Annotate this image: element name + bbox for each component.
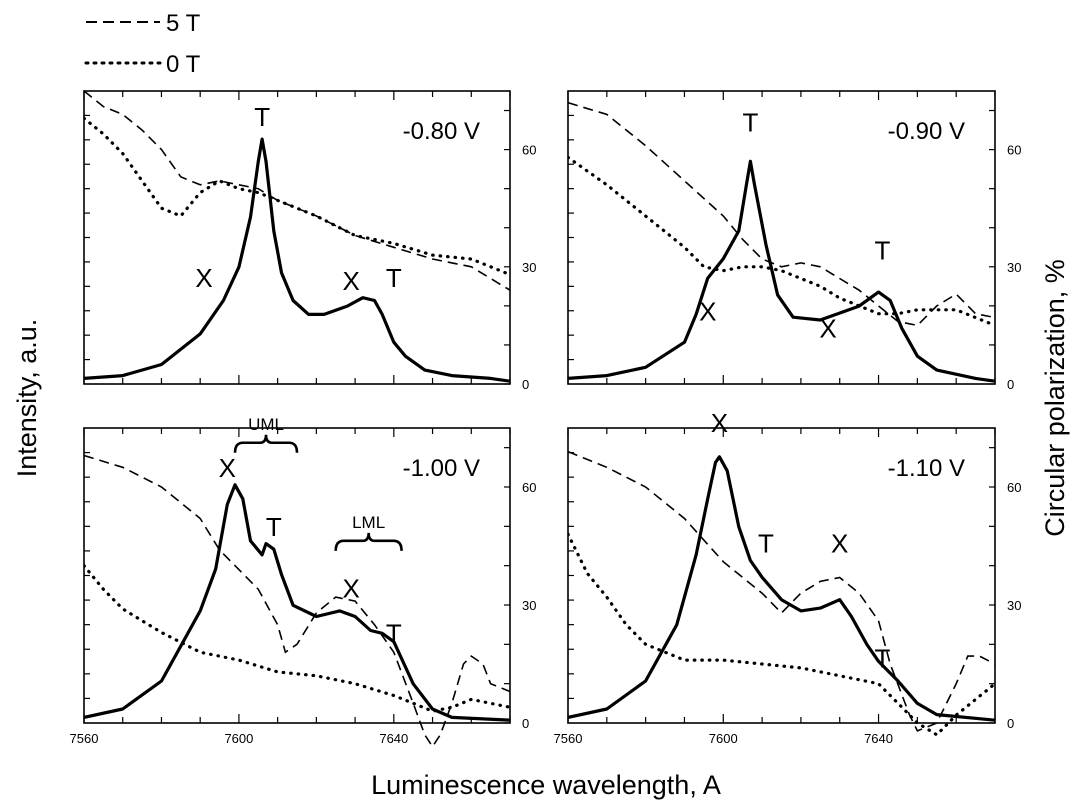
x-axis-title: Luminescence wavelength, A xyxy=(371,770,721,800)
peak-label: T xyxy=(758,529,774,559)
panel-title: -0.90 V xyxy=(888,118,965,145)
panel-title: -1.00 V xyxy=(403,455,480,482)
peak-label: X xyxy=(219,453,236,483)
series-intensity xyxy=(568,159,995,383)
legend-label-0t: 0 T xyxy=(166,51,201,78)
panel-title: -0.80 V xyxy=(403,118,480,145)
right-tick-label: 30 xyxy=(1007,260,1021,275)
bracket-label: LML xyxy=(352,513,385,532)
right-tick-label: 60 xyxy=(522,143,536,158)
peak-label: X xyxy=(343,266,360,296)
series-5t xyxy=(84,90,510,291)
panel-2: 0 30 60 -0.90 V T X X T xyxy=(567,90,1021,392)
peak-label: X xyxy=(699,297,716,327)
series-intensity xyxy=(84,137,510,383)
y-axis-title-right: Circular polarization, % xyxy=(1040,259,1070,537)
right-tick-label: 30 xyxy=(522,260,536,275)
x-tick-label: 7600 xyxy=(709,731,738,746)
right-tick-label: 30 xyxy=(1007,598,1021,613)
x-tick-label: 7560 xyxy=(70,731,99,746)
bracket xyxy=(334,532,403,551)
panel-4: 0 30 60 7560 7600 7640 -1.10 V X T X T xyxy=(554,408,1022,746)
series-0t xyxy=(84,564,510,713)
x-tick-label: 7600 xyxy=(224,731,253,746)
series-0t xyxy=(568,532,995,737)
peak-label: X xyxy=(831,529,848,559)
right-tick-label: 60 xyxy=(1007,480,1021,495)
right-tick-label: 0 xyxy=(522,716,529,731)
series-5t xyxy=(84,454,510,749)
peak-label: T xyxy=(874,644,890,674)
peak-label: T xyxy=(743,107,759,137)
series-intensity xyxy=(84,483,510,722)
peak-label: T xyxy=(266,512,282,542)
peak-label: T xyxy=(386,618,402,648)
right-tick-label: 0 xyxy=(1007,377,1014,392)
x-tick-label: 7560 xyxy=(554,731,583,746)
right-tick-label: 30 xyxy=(522,598,536,613)
series-0t xyxy=(84,116,510,277)
right-tick-label: 0 xyxy=(522,377,529,392)
peak-label: X xyxy=(195,263,212,293)
peak-label: T xyxy=(254,102,270,132)
right-tick-label: 60 xyxy=(1007,143,1021,158)
x-tick-label: 7640 xyxy=(864,731,893,746)
peak-label: T xyxy=(874,235,890,265)
x-tick-label: 7640 xyxy=(379,731,408,746)
series-0t xyxy=(568,155,995,327)
legend-label-5t: 5 T xyxy=(166,10,201,37)
peak-label: X xyxy=(819,313,836,343)
series-intensity xyxy=(568,455,995,722)
bracket-label: UML xyxy=(248,415,284,434)
series-5t xyxy=(568,101,995,327)
bracket xyxy=(233,434,299,453)
peak-label: X xyxy=(343,573,360,603)
series-5t xyxy=(568,450,995,732)
peak-label: T xyxy=(386,263,402,293)
right-tick-label: 60 xyxy=(522,480,536,495)
panel-title: -1.10 V xyxy=(888,455,965,482)
y-axis-title-left: Intensity, a.u. xyxy=(12,319,42,478)
right-tick-label: 0 xyxy=(1007,716,1014,731)
peak-label: X xyxy=(711,408,728,438)
legend: 5 T 0 T xyxy=(84,10,201,78)
